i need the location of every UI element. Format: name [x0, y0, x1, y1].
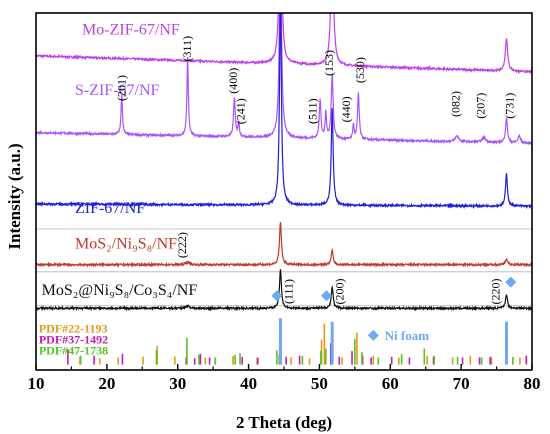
series-line-0: [36, 13, 532, 75]
series-label: MoS₂/Ni₉S₈/NF: [75, 236, 177, 253]
series-label: Mo-ZIF-67/NF: [82, 21, 180, 38]
ni-foam-marker: [321, 290, 333, 302]
reference-lines: [67, 318, 528, 365]
x-axis-label: 2 Theta (deg): [236, 413, 332, 432]
x-tick-label: 20: [98, 374, 115, 393]
ni-foam-marker: [505, 276, 517, 288]
peak-annotation: (511): [306, 98, 320, 124]
series-line-1: [36, 13, 532, 146]
legend-entry: PDF#22-1193: [39, 322, 108, 336]
x-axis-ticks: 10 20 30 40 50 60 70 80: [28, 364, 541, 393]
peak-annotation: (201): [114, 75, 128, 101]
series-labels: Mo-ZIF-67/NF S-ZIF-67/NF ZIF-67/NF MoS₂/Ni₉…: [42, 21, 198, 299]
series-label: S-ZIF-67/NF: [75, 82, 160, 99]
x-tick-label: 50: [311, 374, 328, 393]
x-tick-label: 80: [524, 374, 541, 393]
peak-annotation: (082): [449, 91, 463, 117]
legend-entry: PDF#47-1738: [39, 344, 108, 358]
x-tick-label: 60: [382, 374, 399, 393]
peak-annotation: (222): [175, 232, 189, 258]
peak-annotation: (731): [503, 93, 517, 119]
ni-foam-markers: [271, 276, 517, 341]
y-axis-label: Intensity (a.u.): [5, 143, 24, 249]
series-label: MoS₂@Ni₉S₈/Co₃S₄/NF: [42, 282, 198, 299]
ni-foam-legend-icon: [367, 329, 379, 341]
peak-annotation: (220): [488, 279, 502, 305]
x-tick-label: 30: [169, 374, 186, 393]
series-label: ZIF-67/NF: [75, 200, 145, 217]
peak-annotation: (200): [333, 279, 347, 305]
peak-annotation: (111): [282, 279, 296, 304]
peak-annotation: (207): [474, 93, 488, 119]
series-group: [36, 13, 532, 312]
ni-foam-marker: [271, 290, 283, 302]
peak-annotation: (400): [226, 68, 240, 94]
x-tick-label: 70: [453, 374, 470, 393]
peak-annotations: (201) (311) (400) (241) (511) (153) (440)(530)…: [114, 36, 516, 305]
legend-entry: PDF#37-1492: [39, 333, 108, 347]
peak-annotation: (530): [353, 57, 367, 83]
legend-ni-foam-label: Ni foam: [385, 328, 430, 343]
series-line-2: [36, 13, 532, 210]
series-line-4: [36, 269, 532, 312]
series-line-3: [36, 221, 532, 268]
peak-annotation: (440): [339, 96, 353, 122]
peak-annotation: (153): [322, 50, 336, 76]
peak-annotation: (311): [180, 36, 194, 62]
x-tick-label: 10: [28, 374, 45, 393]
peak-annotation: (241): [233, 98, 247, 124]
x-tick-label: 40: [240, 374, 257, 393]
